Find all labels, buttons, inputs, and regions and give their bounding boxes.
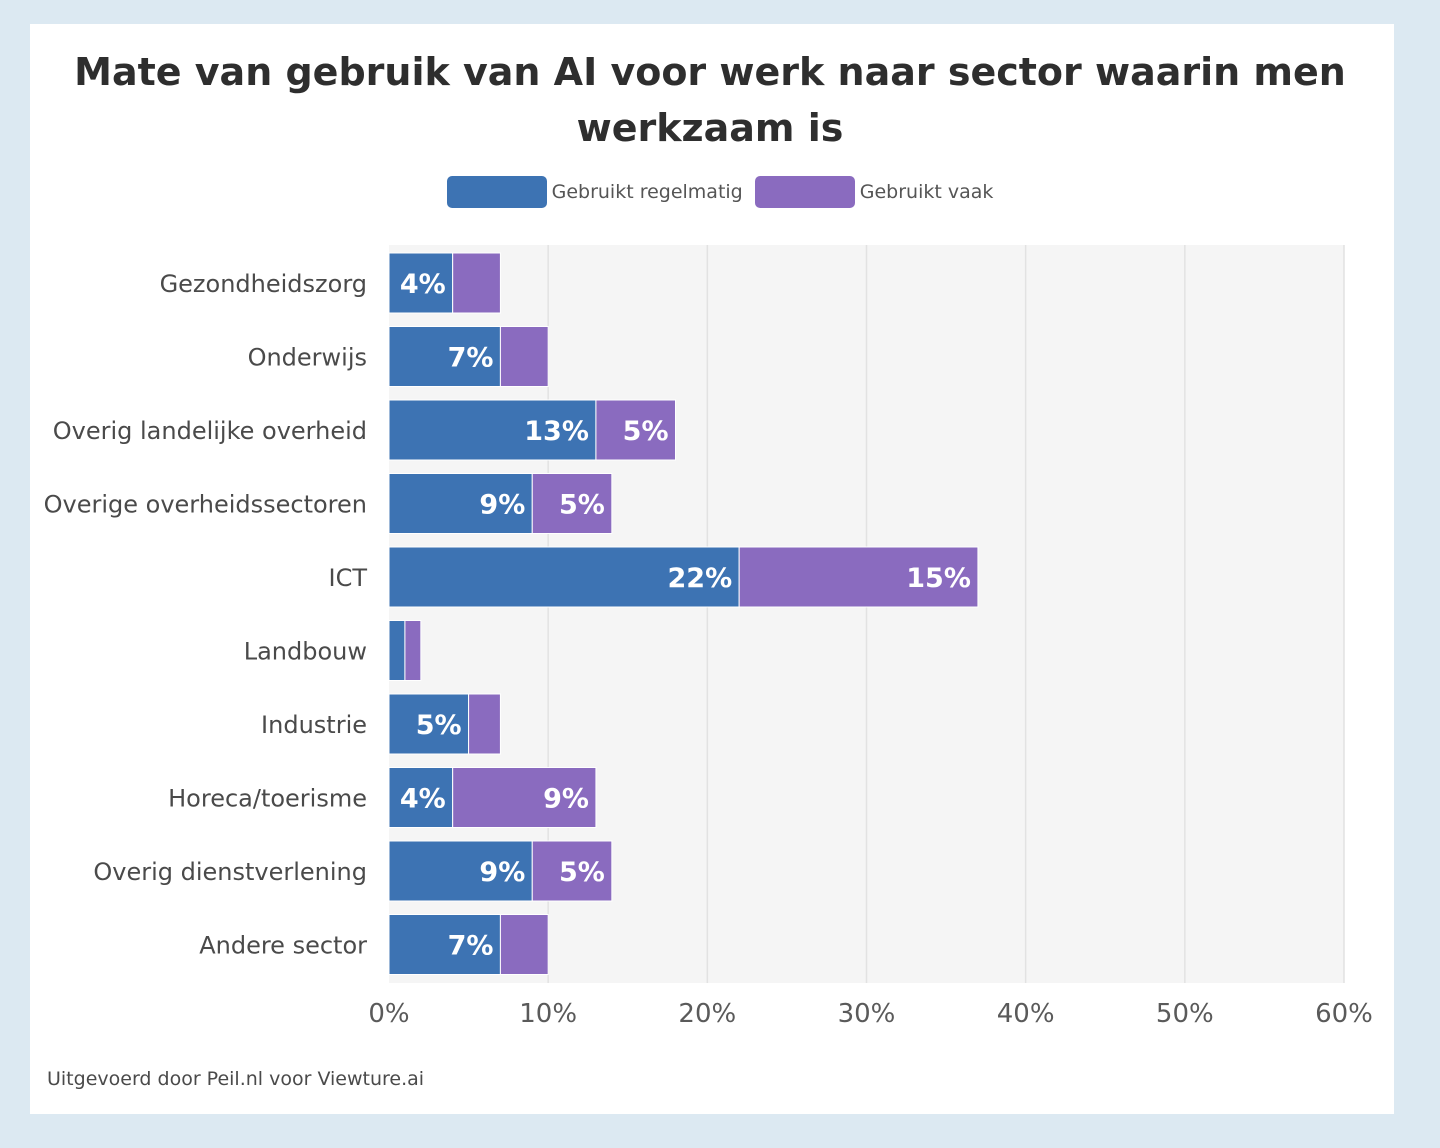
category-label: Horeca/toerisme xyxy=(168,785,367,813)
bar-data-label: 13% xyxy=(524,416,589,447)
bar-regelmatig xyxy=(388,252,454,314)
bar-vaak xyxy=(595,399,677,461)
bar-regelmatig xyxy=(388,620,406,681)
category-label: Industrie xyxy=(261,711,367,739)
bar-data-label: 5% xyxy=(623,416,669,447)
bar-regelmatig xyxy=(388,326,501,387)
x-tick-label: 10% xyxy=(519,999,577,1029)
chart-title: Mate van gebruik van AI voor werk naar s… xyxy=(74,50,1346,150)
bar-data-label: 9% xyxy=(479,857,525,888)
category-label: Overige overheidssectoren xyxy=(44,491,367,519)
category-label: Andere sector xyxy=(199,932,367,960)
x-tick-label: 0% xyxy=(368,999,409,1029)
bar-vaak xyxy=(452,252,501,314)
x-tick-label: 20% xyxy=(678,999,736,1029)
category-label: Onderwijs xyxy=(248,344,367,372)
bar-data-label: 22% xyxy=(668,563,733,594)
bar-vaak xyxy=(452,767,597,828)
bar-data-label: 7% xyxy=(448,343,494,374)
bar-vaak xyxy=(531,840,613,902)
legend-item-vaak: Gebruikt vaak xyxy=(754,176,994,208)
category-label: Gezondheidszorg xyxy=(160,270,367,298)
x-tick-label: 60% xyxy=(1315,999,1373,1029)
bar-regelmatig xyxy=(388,546,740,608)
x-tick-label: 40% xyxy=(997,999,1055,1029)
bar-regelmatig xyxy=(388,693,470,755)
bar-data-label: 9% xyxy=(479,490,525,521)
bar-vaak xyxy=(499,326,549,387)
bar-data-label: 15% xyxy=(906,563,971,594)
bar-regelmatig xyxy=(388,399,597,461)
bar-vaak xyxy=(468,693,501,755)
legend-label-vaak: Gebruikt vaak xyxy=(859,181,994,203)
bar-regelmatig xyxy=(388,914,501,975)
x-tick-label: 30% xyxy=(838,999,896,1029)
bar-vaak xyxy=(404,620,422,681)
bar-data-label: 4% xyxy=(400,269,446,300)
source-note: Uitgevoerd door Peil.nl voor Viewture.ai xyxy=(47,1068,425,1090)
legend-item-regelmatig: Gebruikt regelmatig xyxy=(446,176,743,208)
legend-swatch-regelmatig xyxy=(446,176,547,208)
bar-data-label: 5% xyxy=(559,857,605,888)
category-label: ICT xyxy=(329,564,368,592)
chart-legend: Gebruikt regelmatig Gebruikt vaak xyxy=(0,175,1440,209)
bar-regelmatig xyxy=(388,473,533,534)
bar-data-label: 4% xyxy=(400,784,446,815)
bar-data-label: 7% xyxy=(448,931,494,962)
bar-vaak xyxy=(531,473,613,534)
x-tick-label: 50% xyxy=(1156,999,1214,1029)
bar-data-label: 5% xyxy=(416,710,462,741)
legend-label-regelmatig: Gebruikt regelmatig xyxy=(551,181,743,203)
category-label: Landbouw xyxy=(244,638,367,666)
category-label: Overig dienstverlening xyxy=(93,858,367,886)
bar-regelmatig xyxy=(388,840,533,902)
bar-data-label: 5% xyxy=(559,490,605,521)
category-label: Overig landelijke overheid xyxy=(53,417,367,445)
bar-regelmatig xyxy=(388,767,454,828)
bar-vaak xyxy=(499,914,549,975)
bar-vaak xyxy=(738,546,979,608)
legend-swatch-vaak xyxy=(754,176,855,208)
bar-data-label: 9% xyxy=(543,784,589,815)
